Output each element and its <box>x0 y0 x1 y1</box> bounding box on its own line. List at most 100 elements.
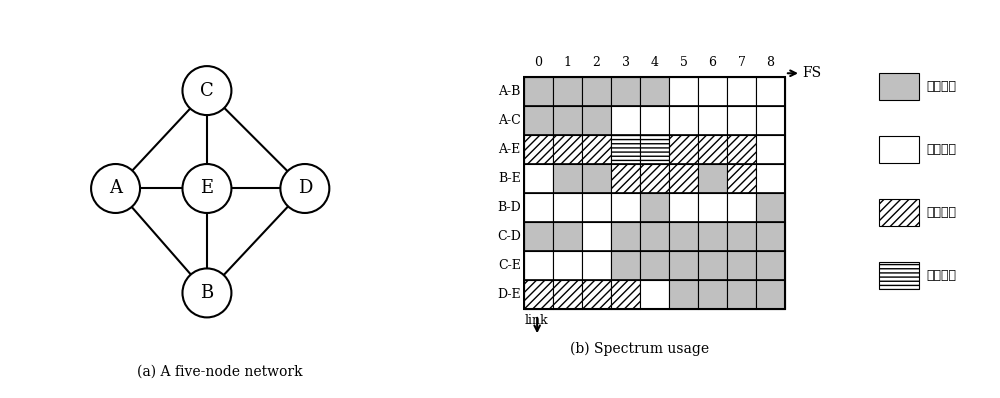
Bar <box>640 280 669 308</box>
Bar <box>698 251 727 280</box>
Bar <box>640 164 669 193</box>
Text: link: link <box>524 314 548 327</box>
Text: (a) A five-node network: (a) A five-node network <box>137 365 303 379</box>
Bar <box>640 251 669 280</box>
Text: B-D: B-D <box>497 201 521 214</box>
Bar <box>698 106 727 135</box>
Text: 0: 0 <box>535 57 543 70</box>
Bar <box>756 280 785 308</box>
Bar <box>698 164 727 193</box>
Bar <box>756 135 785 164</box>
Bar <box>669 106 698 135</box>
Text: 占用频隙: 占用频隙 <box>926 80 956 93</box>
Bar <box>524 280 553 308</box>
Bar <box>640 77 669 106</box>
Text: 可用频隙: 可用频隙 <box>926 142 956 156</box>
Bar <box>669 193 698 222</box>
Bar <box>879 72 919 100</box>
Text: A-E: A-E <box>498 143 521 156</box>
Bar <box>524 251 553 280</box>
Bar <box>611 164 640 193</box>
Bar <box>524 193 553 222</box>
Bar <box>727 280 756 308</box>
Text: 保护频隙: 保护频隙 <box>926 206 956 219</box>
Text: 1: 1 <box>564 57 572 70</box>
Circle shape <box>182 66 231 115</box>
Text: A-C: A-C <box>498 114 521 127</box>
Text: 7: 7 <box>738 57 745 70</box>
Bar <box>727 251 756 280</box>
Bar <box>582 77 611 106</box>
Bar <box>879 136 919 163</box>
Bar <box>727 135 756 164</box>
Text: C-D: C-D <box>497 230 521 243</box>
Text: FS: FS <box>802 66 821 80</box>
Text: 共享频隙: 共享频隙 <box>926 269 956 282</box>
Text: 3: 3 <box>622 57 630 70</box>
Text: C: C <box>200 82 214 100</box>
Bar <box>524 106 553 135</box>
Bar <box>640 193 669 222</box>
Bar <box>611 193 640 222</box>
Bar <box>879 261 919 289</box>
Bar <box>582 106 611 135</box>
Bar <box>524 77 553 106</box>
Circle shape <box>91 164 140 213</box>
Bar <box>553 106 582 135</box>
Bar <box>756 106 785 135</box>
Bar <box>698 77 727 106</box>
Bar <box>524 77 785 308</box>
Bar <box>611 280 640 308</box>
Bar <box>669 77 698 106</box>
Bar <box>611 77 640 106</box>
Bar <box>698 193 727 222</box>
Bar <box>698 135 727 164</box>
Circle shape <box>280 164 329 213</box>
Bar <box>727 106 756 135</box>
Bar <box>727 193 756 222</box>
Bar <box>524 164 553 193</box>
Bar <box>553 251 582 280</box>
Bar <box>582 251 611 280</box>
Text: A: A <box>109 179 122 197</box>
Bar <box>553 77 582 106</box>
Bar <box>553 193 582 222</box>
Bar <box>698 222 727 251</box>
Text: 8: 8 <box>766 57 774 70</box>
Text: B-E: B-E <box>498 172 521 185</box>
Bar <box>727 222 756 251</box>
Bar <box>669 251 698 280</box>
Text: B: B <box>200 284 214 302</box>
Text: 5: 5 <box>680 57 687 70</box>
Bar <box>669 135 698 164</box>
Text: 6: 6 <box>708 57 716 70</box>
Text: D: D <box>298 179 312 197</box>
Bar <box>669 280 698 308</box>
Text: E: E <box>200 179 214 197</box>
Bar <box>582 280 611 308</box>
Bar <box>553 280 582 308</box>
Text: A-B: A-B <box>498 85 521 98</box>
Circle shape <box>182 164 231 213</box>
Text: 2: 2 <box>593 57 601 70</box>
Bar <box>669 164 698 193</box>
Bar <box>727 164 756 193</box>
Bar <box>553 164 582 193</box>
Bar <box>553 135 582 164</box>
Text: C-E: C-E <box>498 259 521 271</box>
Bar <box>756 77 785 106</box>
Bar <box>553 222 582 251</box>
Bar <box>524 222 553 251</box>
Text: D-E: D-E <box>497 288 521 300</box>
Text: 4: 4 <box>651 57 659 70</box>
Bar <box>582 164 611 193</box>
Bar <box>582 222 611 251</box>
Bar <box>727 77 756 106</box>
Text: (b) Spectrum usage: (b) Spectrum usage <box>570 342 710 356</box>
Bar <box>756 222 785 251</box>
Bar <box>698 280 727 308</box>
Bar <box>611 135 640 164</box>
Circle shape <box>182 268 231 318</box>
Bar <box>640 106 669 135</box>
Bar <box>756 193 785 222</box>
